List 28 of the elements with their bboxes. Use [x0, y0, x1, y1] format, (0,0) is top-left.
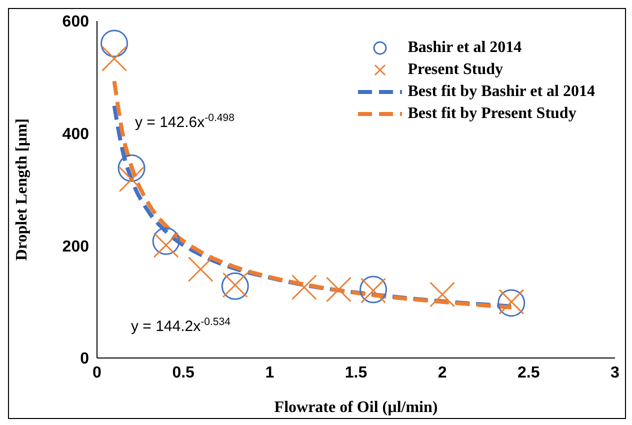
point: [153, 232, 179, 258]
y-tick-label: 0: [80, 350, 90, 368]
x-tick-label: 0: [92, 364, 102, 382]
x-tick-label: 2.5: [518, 364, 540, 382]
point: [430, 282, 456, 308]
point: [291, 274, 317, 300]
x-tick-label: 1: [265, 364, 274, 382]
x-tick-label: 1.5: [344, 364, 368, 382]
point: [102, 46, 128, 72]
annotation: y = 142.6x$^{-0.498}$: [135, 112, 235, 131]
x-tick-label: 0.5: [172, 364, 195, 382]
x-axis-title: Flowrate of Oil (µl/min): [274, 399, 438, 416]
y-tick-label: 200: [62, 238, 90, 256]
y-tick-label: 600: [62, 14, 90, 31]
annotation: y = 144.2x$^{-0.534}$: [131, 316, 231, 335]
legend-label: Bashir et al 2014: [408, 39, 522, 57]
point: [152, 227, 180, 255]
point: [188, 256, 214, 282]
legend-label: Best fit by Present Study: [408, 105, 576, 123]
point: [100, 30, 128, 58]
x-tick-label: 2: [438, 364, 447, 382]
point: [326, 276, 352, 302]
point: [118, 154, 146, 182]
x-tick-label: 3: [610, 364, 620, 382]
legend-label: Best fit by Bashir et al 2014: [408, 83, 595, 101]
y-tick-label: 400: [62, 126, 90, 144]
y-axis-title: Droplet Length [µm]: [14, 118, 31, 261]
legend-label: Present Study: [408, 61, 503, 79]
